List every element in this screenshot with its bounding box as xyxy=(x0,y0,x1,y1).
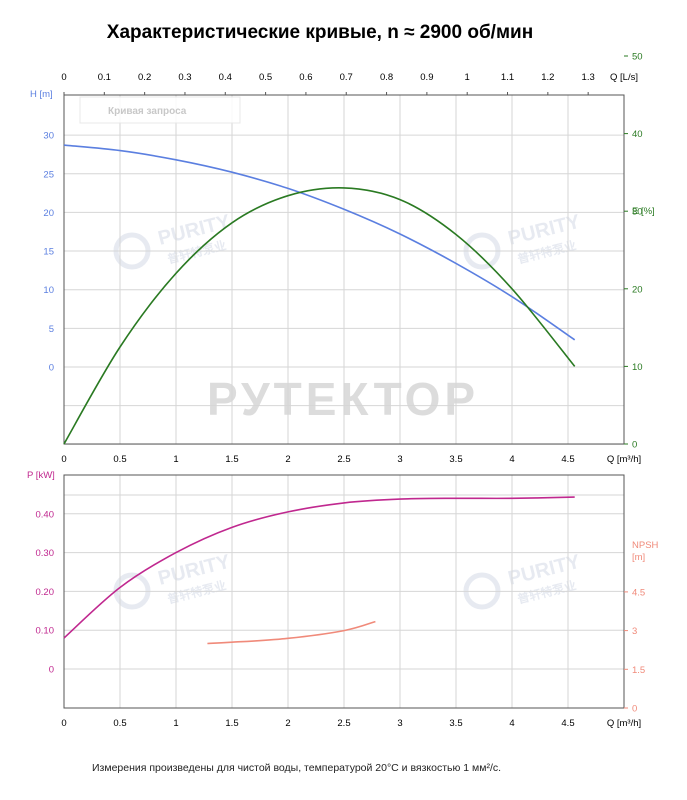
upper-series xyxy=(63,144,576,445)
upper-x-top-tick: 1.1 xyxy=(501,72,514,83)
lower-grid xyxy=(64,475,624,708)
p-axis-tick: 0.40 xyxy=(36,509,55,520)
series-p-line xyxy=(63,496,575,639)
upper-x-label: Q [m³/h] xyxy=(607,454,641,465)
lower-x-tick: 1.5 xyxy=(225,718,238,729)
h-axis-tick: 10 xyxy=(43,285,54,296)
series-h-line xyxy=(63,144,576,341)
upper-x-top-label: Q [L/s] xyxy=(610,72,638,83)
lower-x-tick: 4.5 xyxy=(561,718,574,729)
upper-x-tick: 4 xyxy=(509,454,514,465)
footnote: Измерения произведены для чистой воды, т… xyxy=(92,762,502,774)
e-axis-tick: 0 xyxy=(632,440,637,451)
npsh-axis-label: NPSH xyxy=(632,540,659,551)
upper-x-top-tick: 0.1 xyxy=(98,72,111,83)
upper-x-tick: 1 xyxy=(173,454,178,465)
p-axis-label: P [kW] xyxy=(27,470,55,481)
series-e-line xyxy=(63,187,576,445)
npsh-axis-tick: 3 xyxy=(632,626,637,637)
upper-x-tick: 2.5 xyxy=(337,454,350,465)
lower-x-tick: 3 xyxy=(397,718,402,729)
upper-ticks: 0 0.5 1 1.5 2 2.5 3 3.5 4 4.5 0 0.1 0.2 0.3 0.4 0.5 0.6 0… xyxy=(30,52,655,466)
upper-x-top-tick: 0 xyxy=(61,72,66,83)
h-axis-tick: 25 xyxy=(43,169,54,180)
npsh-axis-tick: 1.5 xyxy=(632,665,645,676)
npsh-axis-tick: 4.5 xyxy=(632,587,645,598)
upper-plot-frame xyxy=(63,94,625,445)
upper-x-top-tick: 0.5 xyxy=(259,72,272,83)
h-axis-tick: 30 xyxy=(43,131,54,142)
p-axis-tick: 0.30 xyxy=(36,548,55,559)
upper-x-top-tick: 0.6 xyxy=(299,72,312,83)
lower-x-tick: 2 xyxy=(285,718,290,729)
upper-x-top-tick: 1.2 xyxy=(541,72,554,83)
upper-x-top-tick: 0.8 xyxy=(380,72,393,83)
npsh-axis-tick: 0 xyxy=(632,704,637,715)
lower-x-tick: 2.5 xyxy=(337,718,350,729)
upper-x-tick: 3.5 xyxy=(449,454,462,465)
e-axis-tick: 10 xyxy=(632,362,643,373)
h-axis-tick: 5 xyxy=(49,324,54,335)
request-curve-button[interactable]: Кривая запроса xyxy=(79,96,241,124)
upper-x-tick: 0 xyxy=(61,454,66,465)
upper-x-tick: 0.5 xyxy=(113,454,126,465)
h-axis-tick: 0 xyxy=(49,363,54,374)
e-axis-label: E [%] xyxy=(632,206,655,217)
lower-x-tick: 4 xyxy=(509,718,514,729)
lower-x-label: Q [m³/h] xyxy=(607,718,641,729)
lower-series xyxy=(63,496,575,645)
upper-x-tick: 4.5 xyxy=(561,454,574,465)
watermark-main: РУТЕКТОР xyxy=(207,373,479,425)
e-axis-tick: 50 xyxy=(632,52,643,63)
upper-grid xyxy=(64,95,624,445)
upper-x-top-tick: 0.4 xyxy=(219,72,232,83)
p-axis-tick: 0.20 xyxy=(36,587,55,598)
h-axis-tick: 15 xyxy=(43,247,54,258)
upper-x-top-tick: 0.7 xyxy=(340,72,353,83)
upper-x-top-tick: 0.2 xyxy=(138,72,151,83)
lower-x-tick: 0.5 xyxy=(113,718,126,729)
upper-x-top-tick: 1 xyxy=(465,72,470,83)
h-axis-tick: 20 xyxy=(43,208,54,219)
upper-x-tick: 3 xyxy=(397,454,402,465)
npsh-axis-label-unit: [m] xyxy=(632,552,645,563)
lower-ticks: 0 0.5 1 1.5 2 2.5 3 3.5 4 4.5 Q [m³/h] 0.40 0.30 0.20… xyxy=(27,470,659,729)
upper-x-tick: 2 xyxy=(285,454,290,465)
e-axis-tick: 20 xyxy=(632,284,643,295)
e-axis-tick: 30 xyxy=(632,207,643,218)
chart-title: Характеристические кривые, n ≈ 2900 об/м… xyxy=(106,22,534,43)
upper-x-top-tick: 0.9 xyxy=(420,72,433,83)
lower-x-tick: 3.5 xyxy=(449,718,462,729)
e-axis-tick: 40 xyxy=(632,129,643,140)
h-axis-label: H [m] xyxy=(30,89,53,100)
p-axis-tick: 0 xyxy=(49,665,54,676)
lower-x-tick: 1 xyxy=(173,718,178,729)
upper-x-tick: 1.5 xyxy=(225,454,238,465)
upper-x-top-tick: 0.3 xyxy=(178,72,191,83)
p-axis-tick: 0.10 xyxy=(36,626,55,637)
upper-x-top-tick: 1.3 xyxy=(582,72,595,83)
request-curve-label: Кривая запроса xyxy=(108,106,187,117)
lower-x-tick: 0 xyxy=(61,718,66,729)
series-npsh-line xyxy=(207,620,376,645)
